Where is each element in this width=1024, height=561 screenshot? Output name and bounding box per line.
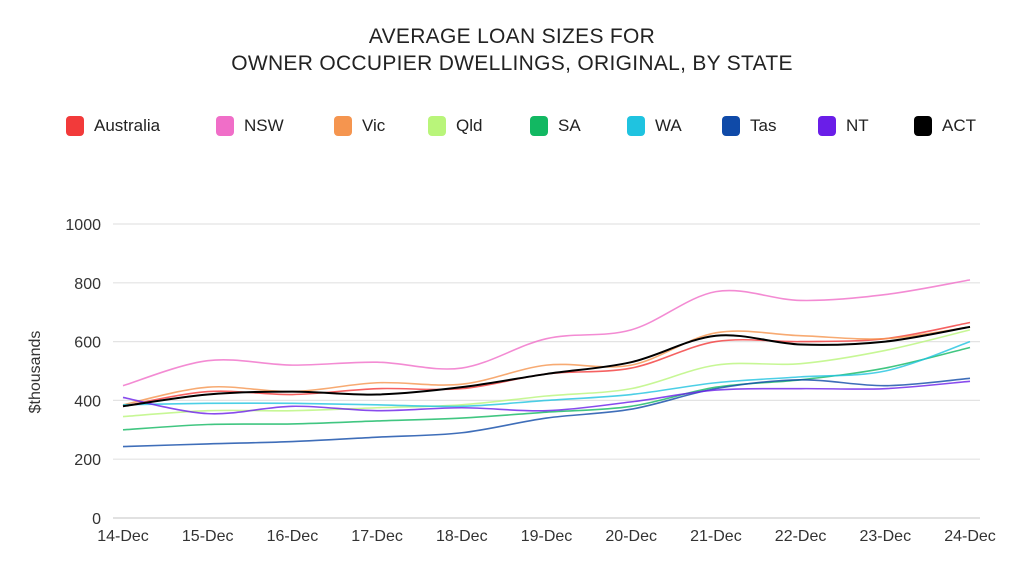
- x-tick-label: 23-Dec: [860, 528, 912, 545]
- legend-swatch-qld: [428, 116, 446, 136]
- legend-swatch-nsw: [216, 116, 234, 136]
- y-axis-ticks: 0 200 400 600 800 1000: [65, 217, 101, 528]
- legend-item-vic[interactable]: Vic: [334, 116, 385, 136]
- y-tick-label: 600: [74, 335, 101, 352]
- legend-label: Qld: [456, 116, 483, 135]
- x-tick-label: 18-Dec: [436, 528, 488, 545]
- series-lines: [122, 279, 971, 448]
- x-tick-label: 14-Dec: [97, 528, 149, 545]
- series-line-sa: [122, 346, 971, 431]
- legend-swatch-australia: [66, 116, 84, 136]
- y-tick-label: 400: [74, 393, 101, 410]
- legend-item-wa[interactable]: WA: [627, 116, 682, 136]
- legend-swatch-wa: [627, 116, 645, 136]
- y-tick-label: 200: [74, 452, 101, 469]
- chart-title-line-1: AVERAGE LOAN SIZES FOR: [368, 25, 656, 48]
- legend-label: NT: [846, 116, 869, 135]
- x-tick-label: 16-Dec: [267, 528, 319, 545]
- y-tick-label: 0: [92, 511, 101, 528]
- legend-swatch-sa: [530, 116, 548, 136]
- legend-swatch-tas: [722, 116, 740, 136]
- legend-item-sa[interactable]: SA: [530, 116, 581, 136]
- series-line-wa: [122, 340, 971, 408]
- chart-title-line-2: OWNER OCCUPIER DWELLINGS, ORIGINAL, BY S…: [231, 52, 793, 75]
- series-line-act: [122, 325, 971, 408]
- x-tick-label: 22-Dec: [775, 528, 827, 545]
- y-tick-label: 1000: [65, 217, 101, 234]
- series-line-vic: [122, 326, 971, 406]
- x-tick-label: 17-Dec: [351, 528, 403, 545]
- x-tick-label: 21-Dec: [690, 528, 742, 545]
- x-tick-label: 15-Dec: [182, 528, 234, 545]
- legend-label: Vic: [362, 116, 386, 135]
- x-tick-label: 20-Dec: [605, 528, 657, 545]
- legend-label: NSW: [244, 116, 284, 135]
- series-line-nt: [122, 380, 971, 415]
- y-tick-label: 800: [74, 276, 101, 293]
- x-tick-label: 24-Dec: [944, 528, 996, 545]
- legend-swatch-nt: [818, 116, 836, 136]
- legend-label: ACT: [942, 116, 976, 135]
- x-tick-label: 19-Dec: [521, 528, 573, 545]
- legend-item-tas[interactable]: Tas: [722, 116, 776, 136]
- legend-label: Australia: [94, 116, 161, 135]
- series-line-tas: [122, 377, 971, 448]
- legend-item-nt[interactable]: NT: [818, 116, 869, 136]
- legend-item-act[interactable]: ACT: [914, 116, 976, 136]
- legend-swatch-vic: [334, 116, 352, 136]
- gridlines: [113, 223, 980, 519]
- legend-label: WA: [655, 116, 682, 135]
- legend-label: Tas: [750, 116, 777, 135]
- legend-item-nsw[interactable]: NSW: [216, 116, 284, 136]
- legend-item-australia[interactable]: Australia: [66, 116, 160, 136]
- y-axis-label: $thousands: [27, 331, 44, 414]
- chart-legend: Australia NSW Vic Qld SA WA Tas NT ACT: [0, 116, 1024, 142]
- series-line-nsw: [122, 279, 971, 387]
- legend-swatch-act: [914, 116, 932, 136]
- legend-label: SA: [558, 116, 581, 135]
- legend-item-qld[interactable]: Qld: [428, 116, 482, 136]
- x-axis-ticks: 14-Dec 15-Dec 16-Dec 17-Dec 18-Dec 19-Dec 20-D…: [97, 528, 996, 545]
- series-line-qld: [122, 329, 971, 418]
